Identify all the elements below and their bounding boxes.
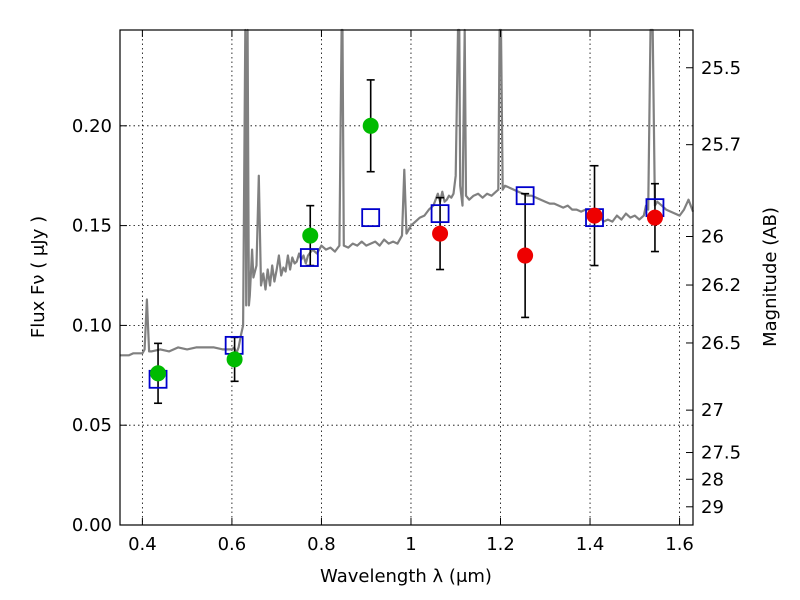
observed-photometry-point [302,227,319,244]
mag-tick-label: 28 [701,469,724,490]
observed-photometry-point [362,117,379,134]
y-tick-label: 0.00 [72,515,112,536]
y-axis-title: Flux Fν ( μJy ) [28,216,49,338]
model-spectrum [120,28,695,357]
mag-tick-label: 27 [701,400,724,421]
mag-tick-label: 26 [701,226,724,247]
mag-tick-label: 26.5 [701,333,741,354]
magnitude-axis-title: Magnitude (AB) [760,207,781,347]
observed-photometry-point [150,365,167,382]
grid [120,30,693,526]
mag-tick-label: 29 [701,497,724,518]
x-tick-label: 1.6 [665,534,694,555]
y-tick-label: 0.15 [72,216,112,237]
y-tick-label: 0.20 [72,116,112,137]
model-photometry-square [430,204,450,224]
model-photometry-square [515,186,535,206]
x-tick-label: 1 [405,534,416,555]
y-axis: 0.00 0.05 0.10 0.15 0.20 [72,116,127,536]
observed-photometry-point [517,247,534,264]
observed-photometry-point [586,207,603,224]
x-tick-label: 1.4 [576,534,605,555]
x-axis-title: Wavelength λ (μm) [320,566,492,587]
observed-photometry-points [150,117,663,382]
observed-photometry-point [432,225,449,242]
mag-tick-label: 26.2 [701,275,741,296]
mag-tick-label: 27.5 [701,443,741,464]
observed-photometry-point [646,209,663,226]
mag-tick-label: 25.7 [701,135,741,156]
x-tick-label: 0.8 [307,534,336,555]
plot-frame [119,29,694,526]
model-photometry-square [299,248,319,267]
y-tick-label: 0.05 [72,415,112,436]
magnitude-axis: 25.5 25.7 26 26.2 26.5 27 27.5 28 29 [686,58,741,518]
observed-photometry-point [226,351,243,368]
x-tick-label: 0.4 [128,534,157,555]
x-axis: 0.4 0.6 0.8 1 1.2 1.4 1.6 [128,30,694,555]
model-photometry-square [361,208,381,228]
x-tick-label: 0.6 [218,534,247,555]
mag-tick-label: 25.5 [701,58,741,79]
y-tick-label: 0.10 [72,315,112,336]
x-tick-label: 1.2 [486,534,515,555]
model-spectrum-line [120,28,695,357]
